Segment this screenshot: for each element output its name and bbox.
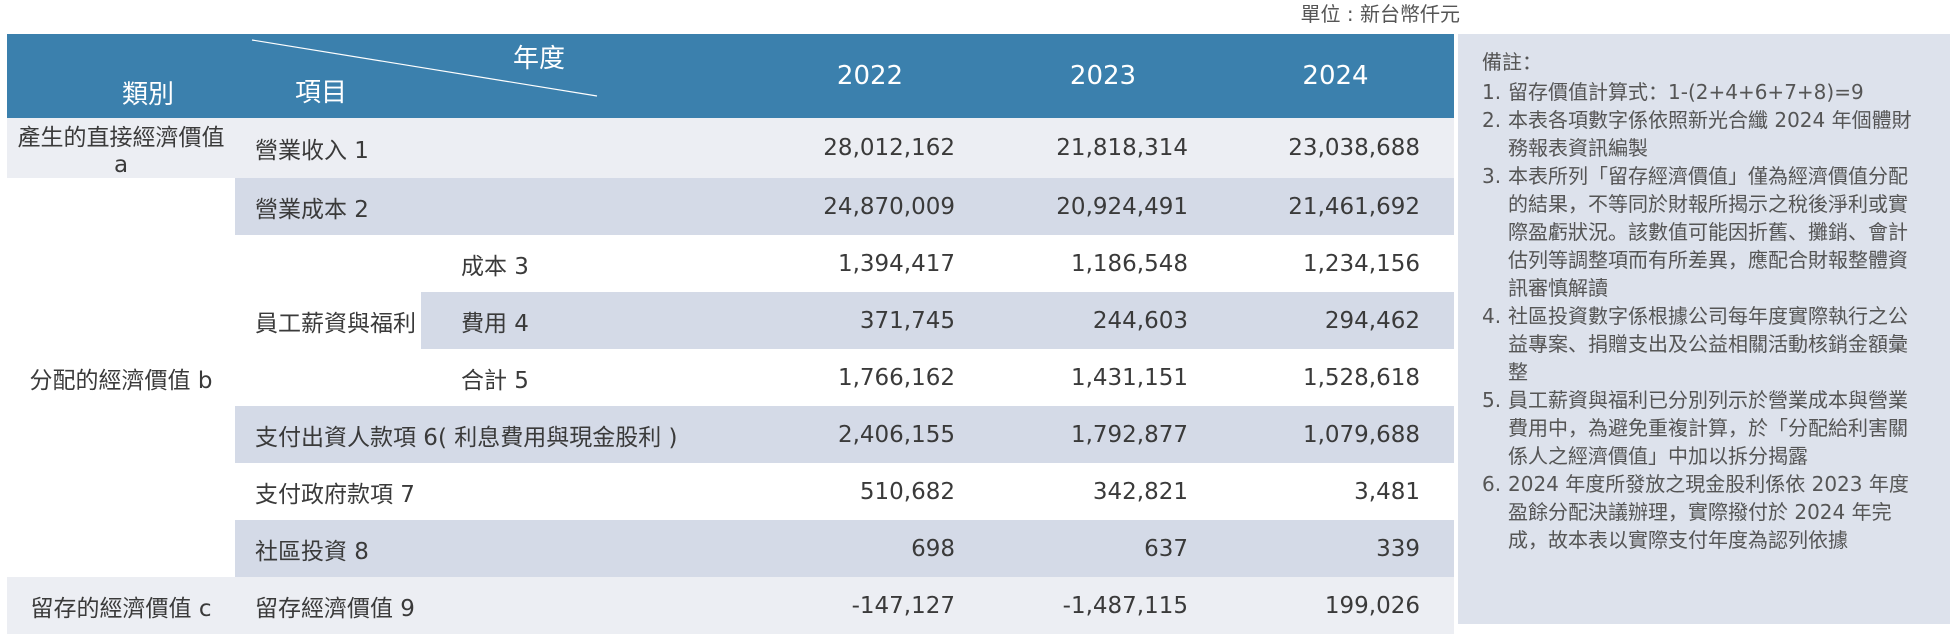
note-item: 2. 本表各項數字係依照新光合纖 2024 年個體財務報表資訊編製 — [1482, 106, 1926, 162]
note-number: 5. — [1482, 388, 1502, 412]
value-cell: 20,924,491 — [1056, 193, 1188, 220]
note-number: 3. — [1482, 164, 1502, 188]
economic-value-table: 類別 年度 項目 2022 2023 2024 產生的直接經濟價值 a 營業收入… — [7, 34, 1454, 634]
value-cell: 698 — [911, 535, 955, 562]
value-cell: 1,792,877 — [1070, 421, 1188, 448]
sub-row-label: 費用 4 — [461, 310, 529, 337]
diagonal-header-cell: 年度 項目 — [235, 34, 756, 118]
row-label: 支付出資人款項 6( 利息費用與現金股利 ) — [255, 424, 678, 451]
category-cell: 分配的經濟價值 b — [7, 178, 235, 577]
note-text: 本表所列「留存經濟價值」僅為經濟價值分配的結果，不等同於財報所揭示之稅後淨利或實… — [1508, 164, 1908, 300]
row-label: 員工薪資與福利 — [235, 235, 421, 406]
value-cell: 339 — [1376, 535, 1420, 562]
table-row: 支付政府款項 7 510,682 342,821 3,481 — [7, 463, 1454, 520]
notes-title: 備註： — [1482, 50, 1542, 74]
value-cell: 24,870,009 — [823, 193, 955, 220]
year-header-label: 年度 — [513, 44, 566, 74]
row-label: 營業成本 2 — [255, 196, 369, 223]
row-label: 留存經濟價值 9 — [255, 595, 415, 622]
table-row: 社區投資 8 698 637 339 — [7, 520, 1454, 577]
table-row: 員工薪資與福利 成本 3 1,394,417 1,186,548 1,234,1… — [7, 235, 1454, 406]
sub-row-label: 成本 3 — [461, 253, 529, 280]
value-cell: 1,079,688 — [1302, 421, 1420, 448]
value-cell: 23,038,688 — [1288, 135, 1420, 161]
row-label: 營業收入 1 — [255, 138, 369, 164]
year-2024-header: 2024 — [1222, 34, 1454, 118]
item-header-label: 項目 — [295, 78, 348, 108]
year-2023-header: 2023 — [989, 34, 1222, 118]
note-text: 社區投資數字係根據公司每年度實際執行之公益專案、捐贈支出及公益相關活動核銷金額彙… — [1508, 304, 1908, 384]
note-item: 5. 員工薪資與福利已分別列示於營業成本與營業費用中，為避免重複計算，於「分配給利… — [1482, 386, 1926, 470]
value-cell: 1,394,417 — [837, 250, 955, 277]
value-cell: 637 — [1144, 535, 1188, 562]
table-row: 分配的經濟價值 b 營業成本 2 24,870,009 20,924,491 2… — [7, 178, 1454, 577]
unit-label: 單位 : 新台幣仟元 — [1300, 2, 1460, 26]
value-cell: 1,234,156 — [1302, 250, 1420, 277]
note-item: 1. 留存價值計算式：1-(2+4+6+7+8)=9 — [1482, 78, 1926, 106]
value-cell: 371,745 — [859, 307, 955, 334]
note-item: 6. 2024 年度所發放之現金股利係依 2023 年度盈餘分配決議辦理，實際撥付… — [1482, 470, 1926, 554]
value-cell: 1,766,162 — [837, 364, 955, 391]
value-cell: 2,406,155 — [837, 421, 955, 448]
value-cell: 28,012,162 — [823, 135, 955, 161]
value-cell: 244,603 — [1092, 307, 1188, 334]
diagonal-line — [251, 39, 598, 97]
value-cell: -147,127 — [851, 592, 955, 619]
notes-panel: 備註： 1. 留存價值計算式：1-(2+4+6+7+8)=9 2. 本表各項數字係依… — [1458, 34, 1950, 624]
value-cell: 342,821 — [1092, 478, 1188, 505]
note-text: 本表各項數字係依照新光合纖 2024 年個體財務報表資訊編製 — [1508, 108, 1912, 160]
header-row: 類別 年度 項目 2022 2023 2024 — [7, 34, 1454, 118]
value-cell: 3,481 — [1354, 478, 1420, 505]
note-number: 2. — [1482, 108, 1502, 132]
value-cell: 21,818,314 — [1056, 135, 1188, 161]
table-row: 產生的直接經濟價值 a 營業收入 1 28,012,162 21,818,314… — [7, 118, 1454, 178]
note-number: 1. — [1482, 80, 1502, 104]
value-cell: 21,461,692 — [1288, 193, 1420, 220]
row-label: 支付政府款項 7 — [255, 481, 415, 508]
table-row: 留存的經濟價值 c 留存經濟價值 9 -147,127 -1,487,115 1… — [7, 577, 1454, 634]
value-cell: 199,026 — [1324, 592, 1420, 619]
value-cell: 1,186,548 — [1070, 250, 1188, 277]
note-text: 員工薪資與福利已分別列示於營業成本與營業費用中，為避免重複計算，於「分配給利害關… — [1508, 388, 1908, 468]
value-cell: -1,487,115 — [1062, 592, 1188, 619]
value-cell: 510,682 — [859, 478, 955, 505]
category-cell: 留存的經濟價值 c — [7, 577, 235, 634]
note-text: 2024 年度所發放之現金股利係依 2023 年度盈餘分配決議辦理，實際撥付於 … — [1508, 472, 1909, 552]
note-number: 6. — [1482, 472, 1502, 496]
value-cell: 294,462 — [1324, 307, 1420, 334]
notes-list: 1. 留存價值計算式：1-(2+4+6+7+8)=9 2. 本表各項數字係依照新光合… — [1482, 78, 1926, 554]
year-2022-header: 2022 — [756, 34, 989, 118]
row-label: 社區投資 8 — [255, 538, 369, 565]
category-header-label: 類別 — [122, 80, 175, 110]
note-item: 4. 社區投資數字係根據公司每年度實際執行之公益專案、捐贈支出及公益相關活動核銷金… — [1482, 302, 1926, 386]
category-cell: 產生的直接經濟價值 a — [7, 118, 235, 178]
sub-row-label: 合計 5 — [461, 367, 529, 394]
note-number: 4. — [1482, 304, 1502, 328]
table-row: 支付出資人款項 6( 利息費用與現金股利 ) 2,406,155 1,792,8… — [7, 406, 1454, 463]
note-item: 3. 本表所列「留存經濟價值」僅為經濟價值分配的結果，不等同於財報所揭示之稅後淨利… — [1482, 162, 1926, 302]
note-text: 留存價值計算式：1-(2+4+6+7+8)=9 — [1508, 80, 1864, 104]
value-cell: 1,431,151 — [1070, 364, 1188, 391]
category-header: 類別 — [7, 34, 235, 118]
value-cell: 1,528,618 — [1302, 364, 1420, 391]
